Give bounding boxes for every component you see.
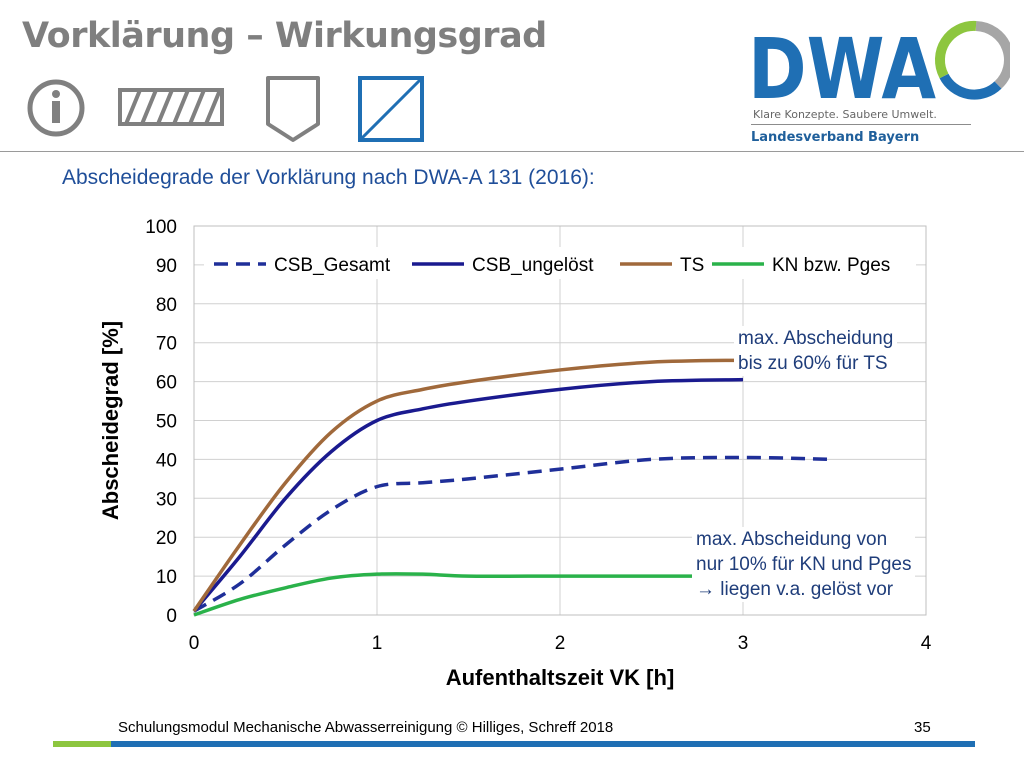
hatched-tank-icon [118, 88, 224, 126]
logo-letters: DWA [748, 20, 936, 108]
ts-annotation-line: bis zu 60% für TS [738, 353, 888, 374]
header-divider [0, 151, 1024, 152]
kn-annotation: max. Abscheidung von nur 10% für KN und … [692, 527, 916, 602]
series-line-kn-bzw-pges [193, 572, 698, 617]
slide-subtitle: Abscheidegrade der Vorklärung nach DWA-A… [62, 166, 595, 189]
footer-green-bar [53, 741, 111, 747]
x-tick-label: 3 [738, 633, 749, 654]
icon-row [27, 76, 424, 142]
x-tick-label: 0 [189, 633, 200, 654]
chart-axes: 0 10 20 30 40 50 60 70 80 90 100 0 1 2 3 4 Aufenthaltsze… [98, 217, 932, 690]
ts-annotation: max. Abscheidung bis zu 60% für TS [734, 326, 898, 376]
page-number: 35 [914, 719, 931, 736]
legend-label-ts: TS [680, 255, 704, 276]
plot-frame [193, 225, 927, 616]
kn-annotation-line: nur 10% für KN und Pges [696, 554, 912, 575]
x-axis-label: Aufenthaltszeit VK [h] [446, 665, 675, 690]
kn-annotation-line: → liegen v.a. gelöst vor [696, 579, 894, 600]
shield-icon [266, 76, 320, 142]
logo-tagline: Klare Konzepte. Saubere Umwelt. [753, 108, 937, 121]
abscheidegrad-chart: 0 10 20 30 40 50 60 70 80 90 100 0 1 2 3 4 Aufenthaltsze… [98, 217, 932, 690]
x-tick-label: 2 [555, 633, 566, 654]
logo-ring-icon [935, 20, 1010, 100]
footer-blue-bar [111, 741, 975, 747]
y-tick-label: 60 [156, 373, 177, 394]
chart-series [192, 358, 835, 617]
series-line-csb-ungel-st [192, 377, 744, 613]
x-tick-label: 4 [921, 633, 932, 654]
series-line-ts [192, 358, 744, 613]
x-tick-label: 1 [372, 633, 383, 654]
y-axis-label: Abscheidegrad [%] [98, 321, 123, 520]
chart-legend: CSB_Gesamt CSB_ungelöst TS KN bzw. Pges [204, 247, 916, 279]
y-tick-label: 30 [156, 489, 177, 510]
y-tick-label: 80 [156, 295, 177, 316]
y-tick-label: 50 [156, 412, 177, 433]
y-tick-label: 0 [166, 606, 177, 627]
y-tick-label: 100 [145, 217, 177, 238]
ts-annotation-line: max. Abscheidung [738, 328, 894, 349]
info-icon [27, 79, 85, 137]
y-tick-label: 10 [156, 567, 177, 588]
y-tick-label: 40 [156, 450, 177, 471]
logo-region: Landesverband Bayern [751, 130, 920, 145]
legend-box [204, 247, 916, 279]
legend-label-kn-bzw-pges: KN bzw. Pges [772, 255, 890, 276]
y-tick-label: 20 [156, 528, 177, 549]
logo-divider [751, 124, 971, 125]
legend-label-csb-gesamt: CSB_Gesamt [274, 255, 391, 276]
slide-title: Vorklärung – Wirkungsgrad [22, 16, 547, 56]
dwa-logo: DWA [748, 20, 1010, 108]
y-tick-label: 90 [156, 256, 177, 277]
square-diagonal-icon [358, 76, 424, 142]
y-tick-label: 70 [156, 334, 177, 355]
footer-credit: Schulungsmodul Mechanische Abwasserreini… [118, 719, 614, 736]
kn-annotation-line: max. Abscheidung von [696, 529, 888, 550]
legend-label-csb-ungel-st: CSB_ungelöst [472, 255, 594, 276]
